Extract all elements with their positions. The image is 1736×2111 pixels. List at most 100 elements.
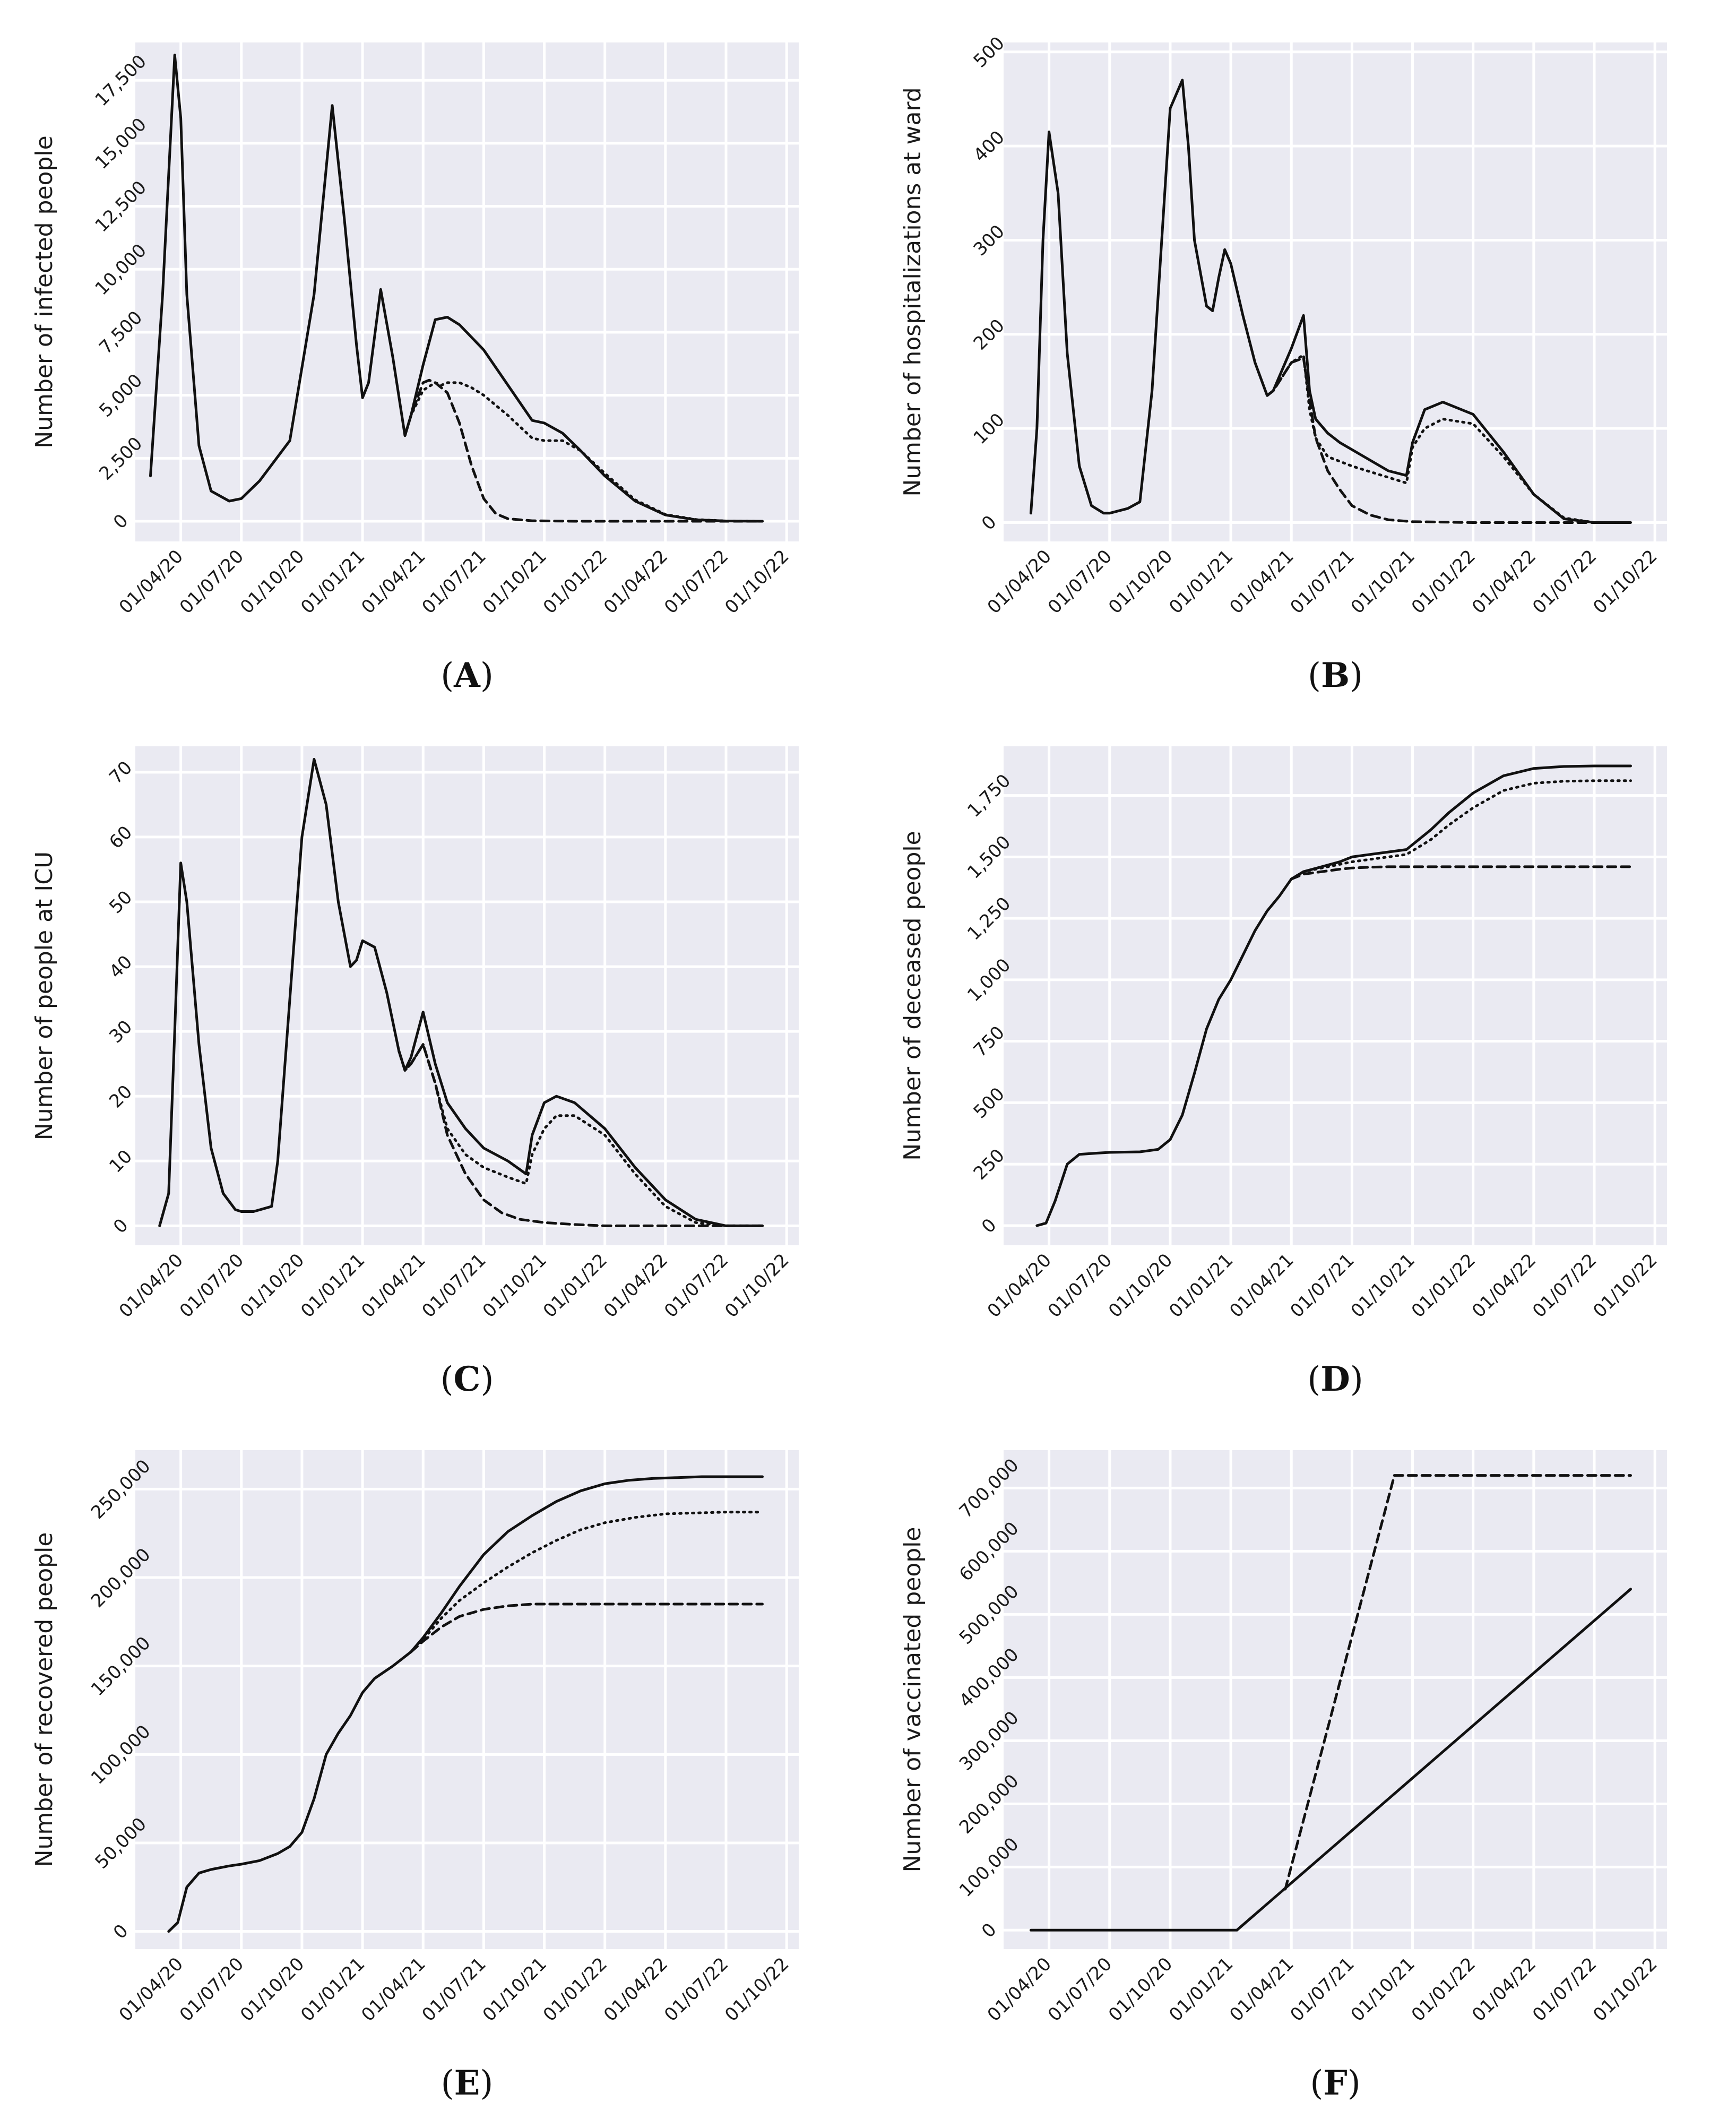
- x-tick-label: 01/07/21: [1286, 1953, 1358, 2026]
- panel-caption: (F): [1310, 2063, 1361, 2103]
- panel-caption-letter: A: [454, 656, 480, 695]
- x-tick-label: 01/04/21: [1225, 546, 1298, 618]
- panel-d: 01/04/20 01/07/20 01/10/20 01/01/21 01/04/21…: [868, 704, 1736, 1407]
- series-line-dashed: [1284, 1474, 1632, 1891]
- x-tick-label: 01/07/20: [1044, 546, 1116, 618]
- y-tick-label: 750: [970, 1022, 1009, 1061]
- x-tick-label: 01/04/21: [1225, 1953, 1298, 2026]
- x-tick-label: 01/01/21: [1165, 546, 1237, 618]
- series-line-dotted: [409, 1511, 764, 1653]
- y-tick-label: 0: [109, 510, 133, 533]
- panel-caption-letter: F: [1323, 2063, 1348, 2103]
- y-axis-title: Number of infected people: [31, 135, 58, 448]
- x-tick-label: 01/01/21: [1165, 1250, 1237, 1322]
- plot-area: [135, 746, 799, 1245]
- panel-caption-letter: C: [453, 1359, 481, 1399]
- x-tick-label: 01/10/22: [1589, 546, 1661, 618]
- y-tick-label: 300: [970, 221, 1009, 260]
- y-tick-label: 30: [105, 1016, 136, 1047]
- x-tick-label: 01/10/21: [479, 1953, 551, 2026]
- chart-svg-a: 01/04/2001/07/2001/10/2001/01/2101/04/21…: [31, 42, 799, 618]
- x-tick-label: 01/01/22: [1407, 1250, 1480, 1322]
- x-tick-label: 01/01/21: [1165, 1953, 1237, 2026]
- y-tick-label: 0: [978, 511, 1001, 535]
- panel-a: 01/04/20 01/07/20 01/10/20 01/01/21 01/04/21…: [0, 0, 868, 703]
- x-tick-label: 01/10/20: [236, 1250, 308, 1322]
- chart-svg-f: 01/04/2001/07/2001/10/2001/01/2101/04/21…: [899, 1450, 1667, 2026]
- y-axis-title: Number of people at ICU: [31, 851, 58, 1140]
- panel-caption: (E): [441, 2063, 494, 2103]
- panel-caption: (D): [1307, 1359, 1363, 1399]
- x-tick-label: 01/01/22: [539, 1250, 611, 1322]
- x-tick-label: 01/10/22: [1589, 1250, 1661, 1322]
- x-tick-label: 01/10/20: [1104, 1953, 1177, 2026]
- series-line-solid: [158, 757, 764, 1227]
- series-line-dotted: [1290, 779, 1632, 881]
- x-tick-label: 01/04/22: [1468, 1953, 1540, 2026]
- x-tick-label: 01/07/21: [418, 546, 490, 618]
- panel-caption: (A): [441, 656, 494, 695]
- x-tick-label: 01/07/20: [1044, 1953, 1116, 2026]
- x-tick-label: 01/07/22: [1528, 1953, 1601, 2026]
- series-line-dashed: [403, 378, 764, 523]
- x-tick-label: 01/07/22: [660, 1953, 732, 2026]
- series-line-solid: [1029, 79, 1632, 524]
- x-tick-label: 01/01/22: [539, 546, 611, 618]
- x-tick-label: 01/04/21: [357, 546, 429, 618]
- y-tick-label: 60: [105, 822, 136, 853]
- chart-svg-e: 01/04/2001/07/2001/10/2001/01/2101/04/21…: [31, 1450, 799, 2026]
- x-tick-label: 01/10/21: [479, 546, 551, 618]
- plot-area: [1004, 42, 1667, 541]
- panel-caption-letter: B: [1320, 656, 1350, 695]
- y-axis-title: Number of vaccinated people: [899, 1527, 926, 1873]
- x-tick-label: 01/10/22: [721, 1250, 793, 1322]
- x-tick-label: 01/07/20: [176, 1250, 248, 1322]
- x-tick-label: 01/10/22: [721, 1953, 793, 2026]
- x-tick-label: 01/01/22: [1407, 546, 1480, 618]
- y-tick-label: 250: [970, 1145, 1009, 1184]
- x-tick-label: 01/07/22: [1528, 1250, 1601, 1322]
- y-axis-title: Number of hospitalizations at ward: [899, 87, 926, 496]
- x-tick-label: 01/07/20: [176, 1953, 248, 2026]
- x-tick-label: 01/04/20: [115, 546, 187, 618]
- y-tick-label: 0: [109, 1214, 133, 1238]
- y-tick-label: 500: [970, 1083, 1009, 1123]
- x-tick-label: 01/01/21: [297, 546, 369, 618]
- x-tick-label: 01/10/20: [236, 1953, 308, 2026]
- y-tick-label: 10: [105, 1146, 136, 1177]
- x-tick-label: 01/07/20: [176, 546, 248, 618]
- x-tick-label: 01/10/21: [1347, 1250, 1419, 1322]
- x-tick-label: 01/07/21: [418, 1953, 490, 2026]
- y-tick-label: 20: [105, 1081, 136, 1112]
- y-tick-label: 200: [970, 315, 1009, 354]
- panel-b: 01/04/20 01/07/20 01/10/20 01/01/21 01/04/21…: [868, 0, 1736, 703]
- y-tick-label: 70: [105, 757, 136, 788]
- x-tick-label: 01/04/22: [600, 546, 672, 618]
- x-tick-label: 01/04/20: [983, 546, 1056, 618]
- x-tick-label: 01/10/20: [236, 546, 308, 618]
- series-line-dashed: [409, 1602, 764, 1653]
- x-tick-label: 01/04/20: [115, 1953, 187, 2026]
- y-tick-label: 50: [105, 886, 136, 918]
- series-line-dashed: [1266, 356, 1632, 524]
- x-tick-label: 01/10/21: [479, 1250, 551, 1322]
- x-tick-label: 01/01/21: [297, 1953, 369, 2026]
- x-tick-label: 01/10/20: [1104, 546, 1177, 618]
- y-axis-title: Number of recovered people: [31, 1532, 58, 1867]
- x-tick-label: 01/07/20: [1044, 1250, 1116, 1322]
- x-tick-label: 01/04/22: [600, 1953, 672, 2026]
- series-line-solid: [1035, 764, 1632, 1227]
- x-tick-label: 01/04/22: [1468, 1250, 1540, 1322]
- x-tick-label: 01/04/20: [983, 1250, 1056, 1322]
- plot-area: [135, 42, 799, 541]
- x-tick-label: 01/10/20: [1104, 1250, 1177, 1322]
- y-tick-label: 0: [109, 1920, 133, 1944]
- y-tick-label: 100: [970, 409, 1009, 449]
- x-tick-label: 01/01/21: [297, 1250, 369, 1322]
- y-tick-label: 40: [105, 951, 136, 983]
- panel-caption: (C): [440, 1359, 494, 1399]
- y-tick-label: 400: [970, 127, 1009, 166]
- x-tick-label: 01/07/21: [418, 1250, 490, 1322]
- panel-c: 01/04/20 01/07/20 01/10/20 01/01/21 01/04/21…: [0, 704, 868, 1407]
- x-tick-label: 01/07/22: [660, 1250, 732, 1322]
